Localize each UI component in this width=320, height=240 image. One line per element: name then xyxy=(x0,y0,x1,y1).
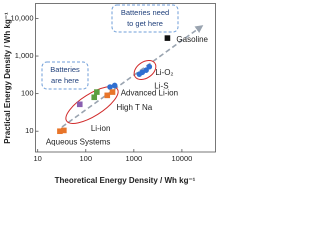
point-label: High T Na xyxy=(117,103,153,112)
annotation: Batteries xyxy=(50,65,80,74)
callout-box xyxy=(41,61,89,90)
data-point xyxy=(76,101,83,108)
data-point xyxy=(146,63,153,70)
plot-frame xyxy=(35,3,216,153)
chart: Batteries need to get here Batteries are… xyxy=(3,3,216,185)
y-axis-title: Practical Energy Density / Wh kg⁻¹ xyxy=(3,12,12,144)
annotation: are here xyxy=(51,76,79,85)
y-tick-label: 10 xyxy=(25,126,33,135)
data-point xyxy=(104,92,111,99)
callout-box xyxy=(111,4,179,33)
annotation: Batteries need xyxy=(121,8,169,17)
x-tick-label: 10 xyxy=(34,154,42,163)
data-point xyxy=(109,89,116,95)
point-label: Li-S xyxy=(154,81,168,90)
point-label: Aqueous Systems xyxy=(46,138,110,147)
y-tick-label: 10,000 xyxy=(11,13,34,22)
data-point xyxy=(107,84,113,90)
y-tick-label: 100 xyxy=(21,89,34,98)
x-tick-label: 100 xyxy=(80,154,93,163)
y-tick-label: 1,000 xyxy=(15,51,34,60)
data-point xyxy=(61,127,67,134)
data-point xyxy=(111,82,118,89)
point-label: Advanced Li-ion xyxy=(121,89,178,98)
data-point xyxy=(164,35,171,41)
current-ellipse xyxy=(65,86,119,124)
data-point xyxy=(57,128,63,135)
annotation: to get here xyxy=(127,19,163,28)
point-label: Li-O₂ xyxy=(155,68,173,77)
point-label: Gasoline xyxy=(176,35,208,44)
x-tick-label: 1000 xyxy=(125,154,142,163)
data-point xyxy=(139,69,146,76)
point-label: Li-ion xyxy=(91,124,111,133)
trend-arrow xyxy=(61,25,204,128)
target-ellipse xyxy=(133,59,157,81)
x-tick-label: 10000 xyxy=(171,154,192,163)
x-axis-title: Theoretical Energy Density / Wh kg⁻¹ xyxy=(55,176,196,185)
data-point xyxy=(94,89,100,95)
data-point xyxy=(91,94,98,101)
